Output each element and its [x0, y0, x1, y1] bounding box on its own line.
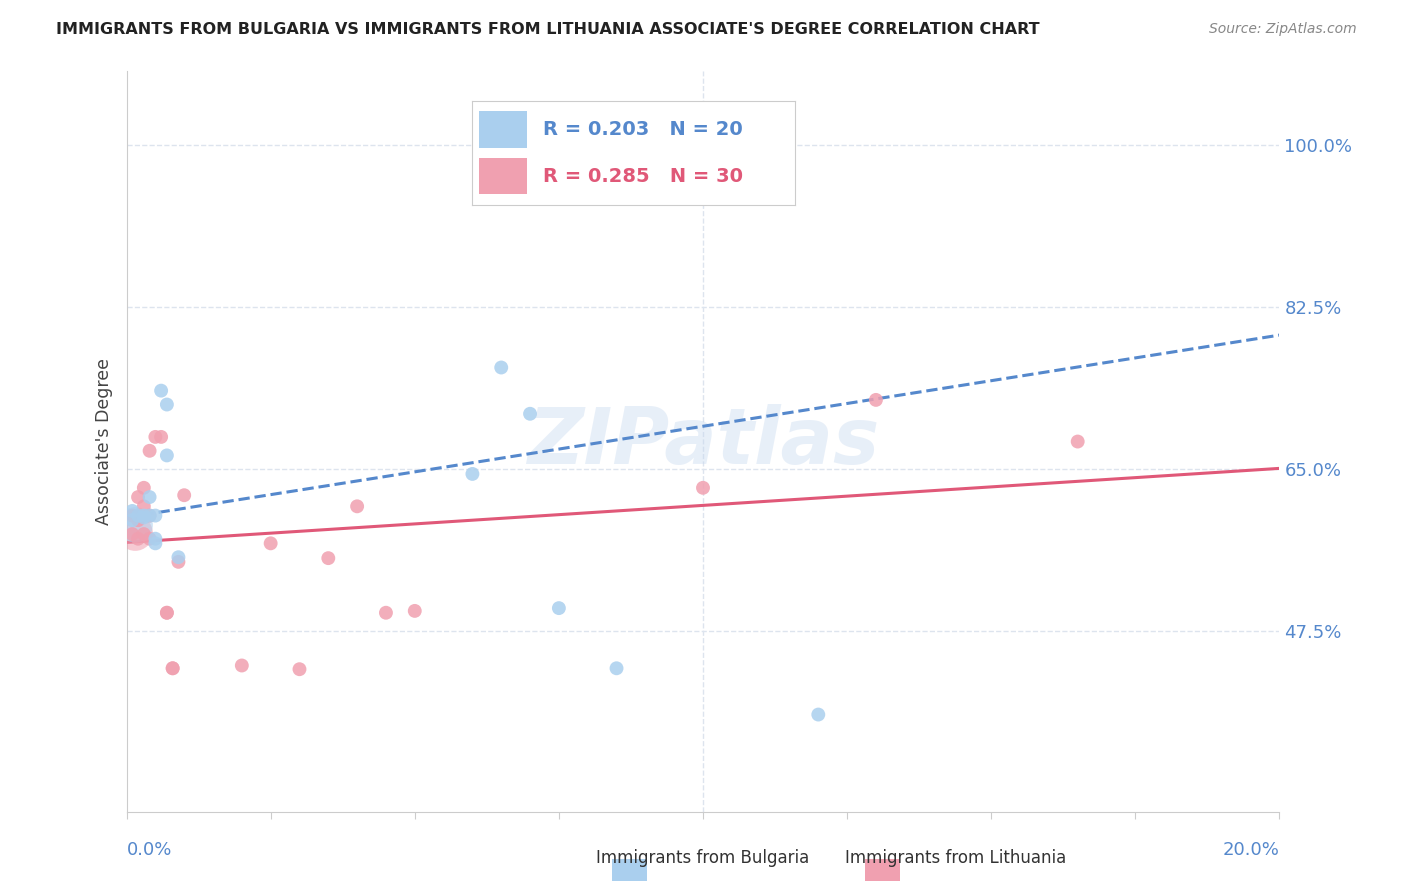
Point [156, 449, 179, 463]
Point [1067, 434, 1090, 449]
Text: Source: ZipAtlas.com: Source: ZipAtlas.com [1209, 22, 1357, 37]
Point [145, 536, 166, 550]
Point [124, 517, 146, 532]
Text: 0.0%: 0.0% [127, 841, 172, 859]
Point [121, 504, 143, 518]
Point [162, 661, 184, 675]
Text: Immigrants from Bulgaria: Immigrants from Bulgaria [596, 849, 810, 867]
Point [173, 488, 195, 502]
Point [318, 551, 340, 566]
Point [461, 467, 484, 481]
Point [121, 508, 143, 523]
Point [162, 661, 184, 675]
Text: IMMIGRANTS FROM BULGARIA VS IMMIGRANTS FROM LITHUANIA ASSOCIATE'S DEGREE CORRELA: IMMIGRANTS FROM BULGARIA VS IMMIGRANTS F… [56, 22, 1040, 37]
Point [121, 513, 143, 527]
Text: ZIPatlas: ZIPatlas [527, 403, 879, 480]
Point [145, 430, 166, 444]
Point [138, 508, 160, 523]
Text: Immigrants from Lithuania: Immigrants from Lithuania [845, 849, 1067, 867]
Point [138, 532, 160, 546]
Point [132, 481, 155, 495]
Point [346, 500, 368, 514]
Point [132, 500, 155, 514]
Point [288, 662, 311, 676]
Point [121, 527, 143, 541]
Point [124, 526, 146, 541]
Point [167, 555, 190, 569]
Point [865, 392, 887, 407]
Point [132, 527, 155, 541]
Y-axis label: Associate's Degree: Associate's Degree [94, 358, 112, 525]
Point [606, 661, 628, 675]
Point [156, 398, 179, 412]
Text: 20.0%: 20.0% [1223, 841, 1279, 859]
Point [491, 360, 513, 375]
Point [127, 508, 149, 523]
Point [156, 606, 179, 620]
Point [150, 430, 173, 444]
Point [138, 490, 160, 504]
Point [807, 707, 830, 722]
Point [156, 606, 179, 620]
Point [127, 508, 149, 523]
Point [127, 513, 149, 527]
Point [132, 510, 155, 524]
Point [692, 481, 714, 495]
Point [548, 601, 571, 615]
Point [150, 384, 173, 398]
Point [138, 443, 160, 458]
Point [259, 536, 281, 550]
Point [138, 508, 160, 523]
Point [145, 508, 166, 523]
Point [145, 532, 166, 546]
Point [167, 550, 190, 565]
Point [231, 658, 253, 673]
Point [127, 490, 149, 504]
Point [519, 407, 541, 421]
Point [374, 606, 398, 620]
Point [404, 604, 426, 618]
Point [132, 508, 155, 523]
Point [127, 532, 149, 546]
